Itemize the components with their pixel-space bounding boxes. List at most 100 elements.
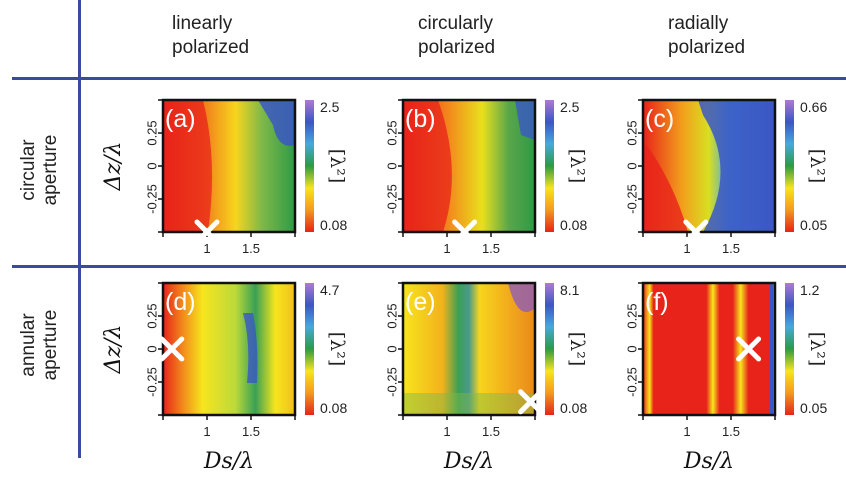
colorbar-max-label: 1.2 bbox=[800, 282, 820, 298]
panel-label: (a) bbox=[165, 105, 196, 133]
heatmap-overlay bbox=[403, 283, 535, 415]
colorbar-max-label: 8.1 bbox=[560, 282, 580, 298]
colorbar-max-label: 2.5 bbox=[320, 99, 340, 115]
col-header-linear-line1: linearly bbox=[172, 13, 233, 34]
heatmap-overlay bbox=[403, 100, 535, 232]
header-divider bbox=[12, 77, 846, 80]
heatmap-panel: (e) 0.25 0 -0.25 1 1.5 8.1 0.08 [λ²] bbox=[384, 281, 588, 439]
colorbar bbox=[305, 100, 314, 232]
heatmap-overlay bbox=[770, 283, 773, 415]
colorbar-max-label: 2.5 bbox=[560, 99, 580, 115]
optimum-marker bbox=[159, 336, 185, 362]
y-axis-label: Δz/λ bbox=[101, 325, 126, 375]
col-header-radial-line2: polarized bbox=[668, 37, 746, 58]
panel-label: (b) bbox=[405, 105, 436, 133]
heatmap-panel: (c) 0.25 0 -0.25 1 1.5 0.66 0.05 [λ²] bbox=[624, 98, 828, 256]
colorbar bbox=[545, 283, 554, 415]
heatmap-field bbox=[643, 283, 775, 415]
colorbar-unit-label: [λ²] bbox=[566, 149, 588, 183]
x-tick-label: 1.5 bbox=[722, 241, 740, 256]
y-tick-label: 0 bbox=[384, 162, 399, 169]
y-tick-label: -0.25 bbox=[144, 367, 159, 397]
colorbar-unit-label: [λ²] bbox=[806, 332, 828, 366]
col-header-radial: radially polarized bbox=[668, 12, 745, 60]
x-tick-label: 1 bbox=[443, 241, 450, 256]
colorbar-min-label: 0.08 bbox=[560, 217, 587, 233]
y-axis-label: Δz/λ bbox=[101, 142, 126, 192]
heatmap-field bbox=[403, 283, 535, 415]
y-tick-label: 0.25 bbox=[384, 303, 399, 328]
x-tick-label: 1.5 bbox=[242, 241, 260, 256]
y-tick-label: 0 bbox=[624, 162, 639, 169]
y-tick-label: 0.25 bbox=[144, 303, 159, 328]
colorbar-max-label: 4.7 bbox=[320, 282, 340, 298]
optimum-marker bbox=[518, 389, 544, 415]
y-tick-label: 0.25 bbox=[624, 120, 639, 145]
col-header-circular-line2: polarized bbox=[418, 37, 496, 58]
y-tick-label: 0.25 bbox=[624, 303, 639, 328]
panel-label: (e) bbox=[405, 288, 436, 316]
x-tick-label: 1.5 bbox=[242, 424, 260, 439]
colorbar bbox=[305, 283, 314, 415]
x-tick-label: 1.5 bbox=[482, 424, 500, 439]
y-tick-label: -0.25 bbox=[624, 367, 639, 397]
x-tick-label: 1 bbox=[683, 424, 690, 439]
col-header-circular: circularly polarized bbox=[418, 12, 495, 60]
x-tick-label: 1 bbox=[203, 424, 210, 439]
x-tick-label: 1.5 bbox=[722, 424, 740, 439]
colorbar-min-label: 0.05 bbox=[800, 400, 827, 416]
vertical-divider bbox=[78, 0, 81, 458]
col-header-linear-line2: polarized bbox=[172, 37, 250, 58]
y-tick-label: 0.25 bbox=[144, 120, 159, 145]
heatmap-panel: (b) 0.25 0 -0.25 1 1.5 2.5 0.08 [λ²] bbox=[384, 98, 588, 256]
row-divider bbox=[12, 265, 846, 268]
heatmap-overlay bbox=[163, 100, 295, 232]
y-tick-label: 0.25 bbox=[384, 120, 399, 145]
x-axis-label: Ds/λ bbox=[683, 449, 734, 474]
heatmap-panel: (d) 0.25 0 -0.25 1 1.5 4.7 0.08 [λ²] bbox=[144, 281, 348, 439]
colorbar-unit-label: [λ²] bbox=[566, 332, 588, 366]
optimum-marker bbox=[683, 219, 709, 245]
x-tick-label: 1 bbox=[443, 424, 450, 439]
colorbar-min-label: 0.08 bbox=[320, 400, 347, 416]
optimum-marker bbox=[194, 219, 220, 245]
x-axis-label: Ds/λ bbox=[203, 449, 254, 474]
y-tick-label: 0 bbox=[144, 162, 159, 169]
y-tick-label: -0.25 bbox=[144, 184, 159, 214]
heatmap-panel: (f) 0.25 0 -0.25 1 1.5 1.2 0.05 [λ²] bbox=[624, 281, 828, 439]
x-axis-label: Ds/λ bbox=[443, 449, 494, 474]
heatmap-panel: (a) 0.25 0 -0.25 1 1.5 2.5 0.08 [λ²] bbox=[144, 98, 348, 256]
colorbar-unit-label: [λ²] bbox=[326, 149, 348, 183]
y-tick-label: 0 bbox=[384, 345, 399, 352]
optimum-marker bbox=[736, 336, 762, 362]
colorbar-unit-label: [λ²] bbox=[326, 332, 348, 366]
x-tick-label: 1.5 bbox=[482, 241, 500, 256]
col-header-circular-line1: circularly bbox=[418, 13, 493, 34]
colorbar bbox=[785, 283, 794, 415]
panel-label: (c) bbox=[645, 105, 674, 133]
x-tick-label: 1 bbox=[203, 241, 210, 256]
col-header-linear: linearly polarized bbox=[172, 12, 249, 60]
panel-label: (f) bbox=[645, 288, 669, 316]
heatmap-overlay bbox=[243, 313, 258, 383]
y-tick-label: -0.25 bbox=[384, 367, 399, 397]
colorbar-max-label: 0.66 bbox=[800, 99, 827, 115]
optimum-marker bbox=[452, 219, 478, 245]
panel-label: (d) bbox=[165, 288, 196, 316]
heatmap-field bbox=[163, 283, 295, 415]
colorbar bbox=[545, 100, 554, 232]
heatmap-overlay bbox=[643, 100, 775, 232]
colorbar-min-label: 0.08 bbox=[560, 400, 587, 416]
colorbar-min-label: 0.05 bbox=[800, 217, 827, 233]
colorbar-unit-label: [λ²] bbox=[806, 149, 828, 183]
colorbar-min-label: 0.08 bbox=[320, 217, 347, 233]
col-header-radial-line1: radially bbox=[668, 13, 729, 34]
y-tick-label: -0.25 bbox=[384, 184, 399, 214]
y-tick-label: -0.25 bbox=[624, 184, 639, 214]
y-tick-label: 0 bbox=[624, 345, 639, 352]
colorbar bbox=[785, 100, 794, 232]
y-tick-label: 0 bbox=[144, 345, 159, 352]
x-tick-label: 1 bbox=[683, 241, 690, 256]
